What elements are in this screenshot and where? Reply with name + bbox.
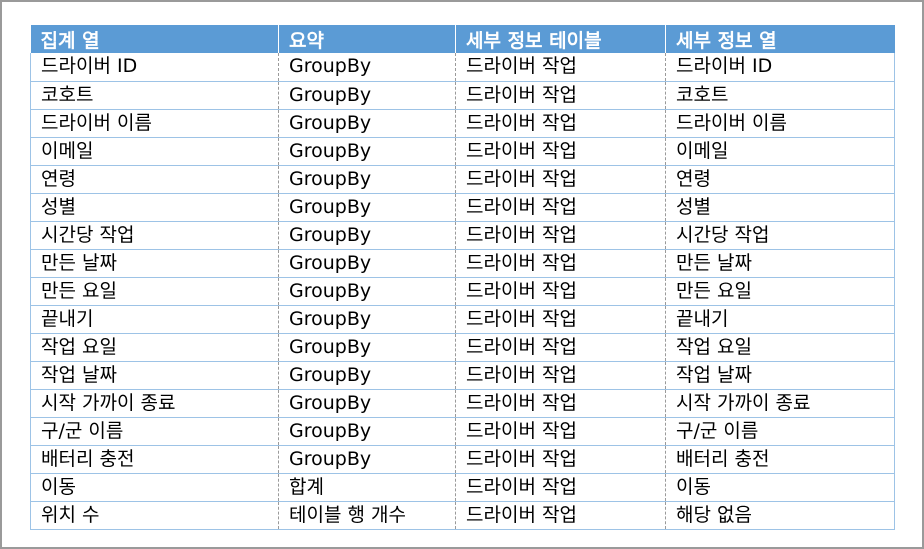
cell-detail-column: 만든 날짜 xyxy=(665,249,895,278)
cell-detail-column: 작업 요일 xyxy=(665,333,895,362)
table-row: 이메일 GroupBy 드라이버 작업 이메일 xyxy=(30,137,895,166)
cell-aggregate-column: 시간당 작업 xyxy=(30,221,279,250)
header-summary: 요약 xyxy=(278,25,456,53)
cell-aggregate-column: 구/군 이름 xyxy=(30,417,279,446)
cell-summary: GroupBy xyxy=(278,305,456,334)
cell-detail-table: 드라이버 작업 xyxy=(455,305,666,334)
table-row: 드라이버 이름 GroupBy 드라이버 작업 드라이버 이름 xyxy=(30,109,895,138)
cell-summary: GroupBy xyxy=(278,81,456,110)
cell-detail-column: 연령 xyxy=(665,165,895,194)
table-row: 시간당 작업 GroupBy 드라이버 작업 시간당 작업 xyxy=(30,221,895,250)
cell-summary: GroupBy xyxy=(278,277,456,306)
table-row: 구/군 이름 GroupBy 드라이버 작업 구/군 이름 xyxy=(30,417,895,446)
cell-detail-column: 해당 없음 xyxy=(665,501,895,530)
table-row: 위치 수 테이블 행 개수 드라이버 작업 해당 없음 xyxy=(30,501,895,530)
cell-detail-column: 시간당 작업 xyxy=(665,221,895,250)
cell-summary: GroupBy xyxy=(278,53,456,82)
cell-summary: GroupBy xyxy=(278,137,456,166)
header-detail-column: 세부 정보 열 xyxy=(665,25,895,53)
cell-summary: GroupBy xyxy=(278,333,456,362)
cell-summary: 테이블 행 개수 xyxy=(278,501,456,530)
cell-detail-table: 드라이버 작업 xyxy=(455,445,666,474)
cell-detail-column: 성별 xyxy=(665,193,895,222)
cell-aggregate-column: 코호트 xyxy=(30,81,279,110)
cell-detail-table: 드라이버 작업 xyxy=(455,81,666,110)
cell-aggregate-column: 배터리 충전 xyxy=(30,445,279,474)
header-row: 집계 열 요약 세부 정보 테이블 세부 정보 열 xyxy=(30,25,895,53)
cell-aggregate-column: 이동 xyxy=(30,473,279,502)
cell-summary: 합계 xyxy=(278,473,456,502)
cell-detail-column: 코호트 xyxy=(665,81,895,110)
table-row: 작업 요일 GroupBy 드라이버 작업 작업 요일 xyxy=(30,333,895,362)
table-row: 성별 GroupBy 드라이버 작업 성별 xyxy=(30,193,895,222)
cell-detail-column: 배터리 충전 xyxy=(665,445,895,474)
cell-aggregate-column: 끝내기 xyxy=(30,305,279,334)
cell-detail-table: 드라이버 작업 xyxy=(455,53,666,82)
aggregation-table: 집계 열 요약 세부 정보 테이블 세부 정보 열 드라이버 ID GroupB… xyxy=(30,25,895,530)
table-row: 코호트 GroupBy 드라이버 작업 코호트 xyxy=(30,81,895,110)
cell-detail-column: 드라이버 ID xyxy=(665,53,895,82)
cell-detail-table: 드라이버 작업 xyxy=(455,277,666,306)
cell-detail-table: 드라이버 작업 xyxy=(455,389,666,418)
cell-aggregate-column: 작업 날짜 xyxy=(30,361,279,390)
cell-detail-table: 드라이버 작업 xyxy=(455,193,666,222)
cell-detail-table: 드라이버 작업 xyxy=(455,361,666,390)
cell-aggregate-column: 위치 수 xyxy=(30,501,279,530)
table-row: 시작 가까이 종료 GroupBy 드라이버 작업 시작 가까이 종료 xyxy=(30,389,895,418)
cell-detail-column: 만든 요일 xyxy=(665,277,895,306)
cell-summary: GroupBy xyxy=(278,361,456,390)
table-row: 작업 날짜 GroupBy 드라이버 작업 작업 날짜 xyxy=(30,361,895,390)
cell-aggregate-column: 만든 날짜 xyxy=(30,249,279,278)
cell-detail-table: 드라이버 작업 xyxy=(455,109,666,138)
cell-aggregate-column: 성별 xyxy=(30,193,279,222)
cell-summary: GroupBy xyxy=(278,193,456,222)
cell-aggregate-column: 드라이버 ID xyxy=(30,53,279,82)
cell-detail-table: 드라이버 작업 xyxy=(455,333,666,362)
cell-summary: GroupBy xyxy=(278,417,456,446)
cell-detail-table: 드라이버 작업 xyxy=(455,473,666,502)
cell-detail-table: 드라이버 작업 xyxy=(455,165,666,194)
cell-summary: GroupBy xyxy=(278,249,456,278)
table-row: 배터리 충전 GroupBy 드라이버 작업 배터리 충전 xyxy=(30,445,895,474)
cell-detail-table: 드라이버 작업 xyxy=(455,249,666,278)
cell-summary: GroupBy xyxy=(278,221,456,250)
cell-detail-column: 끝내기 xyxy=(665,305,895,334)
cell-detail-column: 이동 xyxy=(665,473,895,502)
cell-summary: GroupBy xyxy=(278,445,456,474)
cell-detail-column: 이메일 xyxy=(665,137,895,166)
cell-aggregate-column: 작업 요일 xyxy=(30,333,279,362)
cell-detail-column: 시작 가까이 종료 xyxy=(665,389,895,418)
header-aggregate-column: 집계 열 xyxy=(30,25,279,53)
table-body: 드라이버 ID GroupBy 드라이버 작업 드라이버 ID 코호트 Grou… xyxy=(30,53,895,530)
table-row: 끝내기 GroupBy 드라이버 작업 끝내기 xyxy=(30,305,895,334)
cell-aggregate-column: 연령 xyxy=(30,165,279,194)
cell-detail-column: 작업 날짜 xyxy=(665,361,895,390)
cell-aggregate-column: 만든 요일 xyxy=(30,277,279,306)
table-row: 연령 GroupBy 드라이버 작업 연령 xyxy=(30,165,895,194)
cell-summary: GroupBy xyxy=(278,165,456,194)
cell-aggregate-column: 드라이버 이름 xyxy=(30,109,279,138)
cell-aggregate-column: 이메일 xyxy=(30,137,279,166)
cell-summary: GroupBy xyxy=(278,109,456,138)
cell-detail-table: 드라이버 작업 xyxy=(455,417,666,446)
cell-detail-table: 드라이버 작업 xyxy=(455,137,666,166)
header-detail-table: 세부 정보 테이블 xyxy=(455,25,666,53)
table-row: 이동 합계 드라이버 작업 이동 xyxy=(30,473,895,502)
cell-detail-table: 드라이버 작업 xyxy=(455,501,666,530)
table-row: 드라이버 ID GroupBy 드라이버 작업 드라이버 ID xyxy=(30,53,895,82)
cell-summary: GroupBy xyxy=(278,389,456,418)
cell-detail-column: 구/군 이름 xyxy=(665,417,895,446)
cell-detail-column: 드라이버 이름 xyxy=(665,109,895,138)
table-row: 만든 날짜 GroupBy 드라이버 작업 만든 날짜 xyxy=(30,249,895,278)
cell-detail-table: 드라이버 작업 xyxy=(455,221,666,250)
table-row: 만든 요일 GroupBy 드라이버 작업 만든 요일 xyxy=(30,277,895,306)
cell-aggregate-column: 시작 가까이 종료 xyxy=(30,389,279,418)
